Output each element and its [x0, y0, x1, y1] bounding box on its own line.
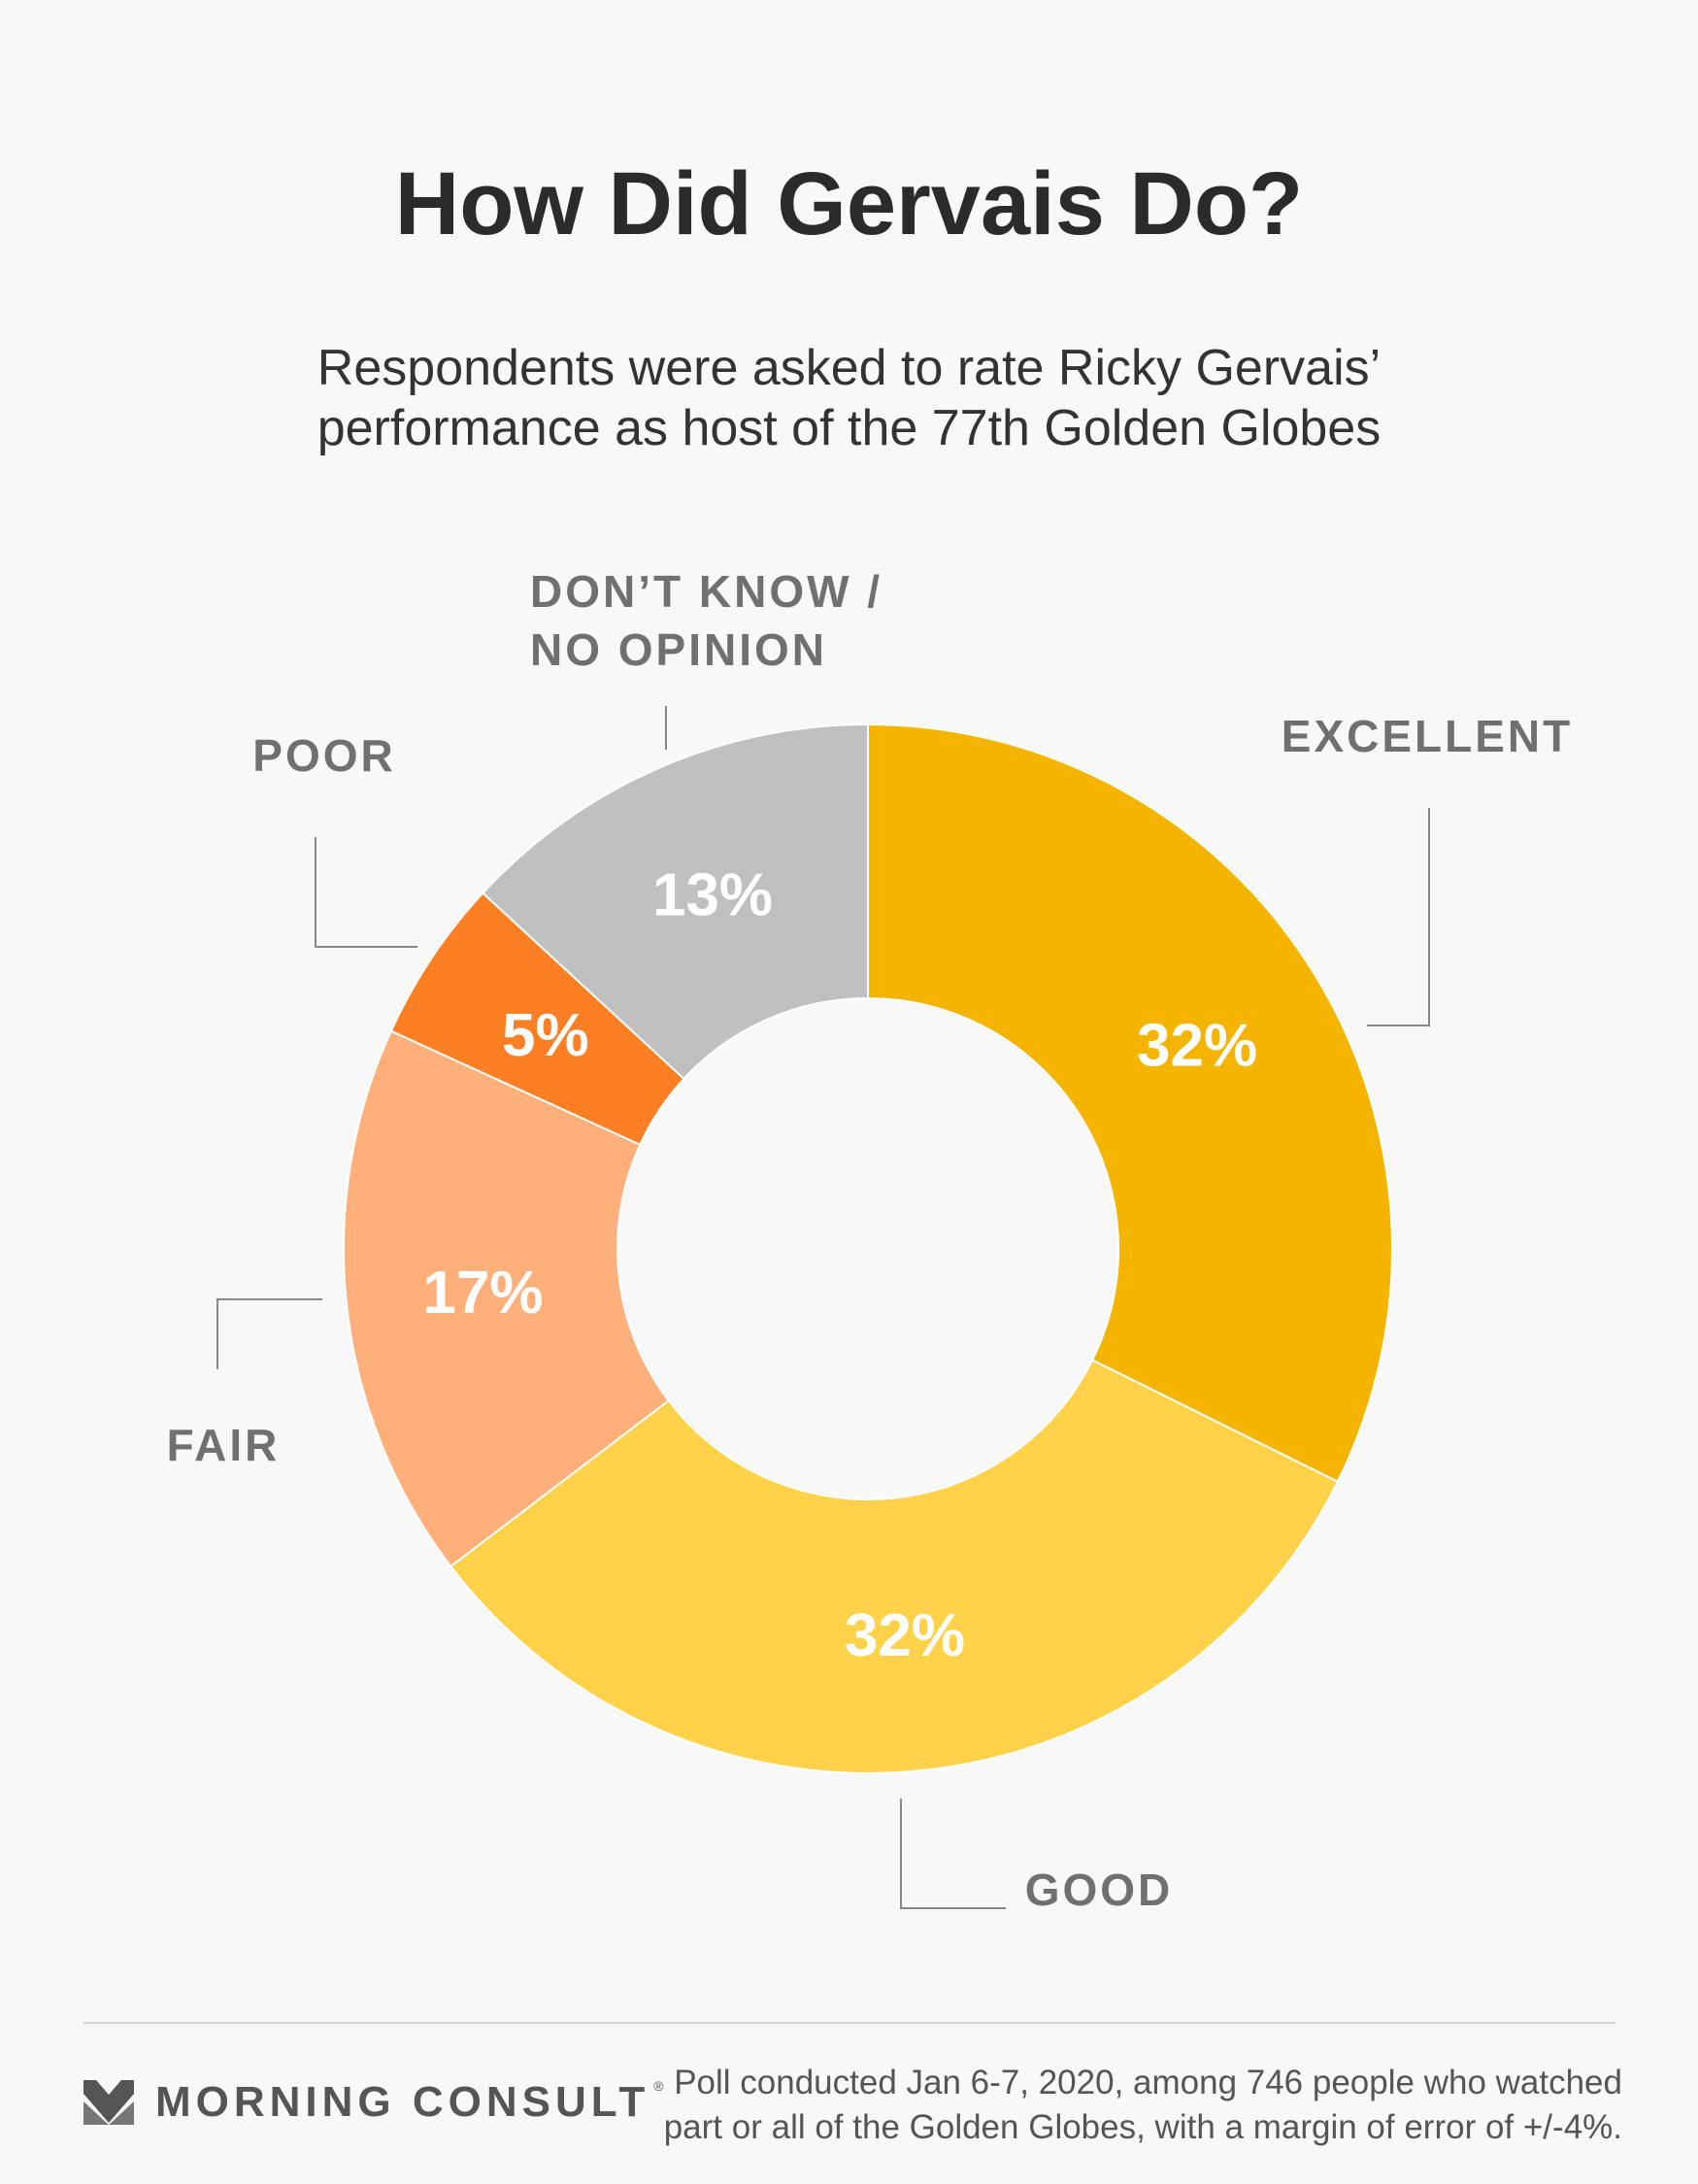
- slice-value-label-2: 17%: [422, 1260, 543, 1327]
- category-label-1: GOOD: [1025, 1865, 1174, 1915]
- brand-lockup: MORNING CONSULT ®: [83, 2078, 664, 2127]
- footnote-line-1: Poll conducted Jan 6-7, 2020, among 746 …: [674, 2064, 1622, 2101]
- slice-4: [481, 722, 869, 1081]
- donut-chart: 32% 32% 17% 5% 13% EXCELLENT GOOD FAIR POOR DON’…: [167, 566, 1573, 1915]
- slice-value-label-1: 32%: [845, 1602, 965, 1669]
- subtitle-line-2: performance as host of the 77th Golden G…: [316, 400, 1382, 456]
- slice-0: [867, 722, 1394, 1484]
- donut-slices: [343, 722, 1394, 1774]
- leader-line-3: [315, 837, 417, 948]
- category-label-0: EXCELLENT: [1282, 711, 1573, 761]
- leader-line-2: [216, 1298, 322, 1369]
- category-label-4-line-1: NO OPINION: [530, 624, 827, 675]
- slice-value-labels: 32% 32% 17% 5% 13%: [422, 861, 1257, 1669]
- slice-1: [449, 1359, 1340, 1774]
- category-label-2: FAIR: [167, 1420, 281, 1470]
- footer-divider: [83, 2022, 1615, 2024]
- chart-subtitle: Respondents were asked to rate Ricky Ger…: [0, 338, 1698, 458]
- subtitle-line-1: Respondents were asked to rate Ricky Ger…: [316, 340, 1382, 396]
- category-label-3: POOR: [252, 730, 395, 781]
- brand-name: MORNING CONSULT: [155, 2078, 650, 2126]
- chart-title: How Did Gervais Do?: [394, 154, 1304, 253]
- slice-2: [343, 1029, 671, 1568]
- morning-consult-logo-icon: [83, 2080, 134, 2125]
- category-label-4-line-0: DON’T KNOW /: [530, 566, 882, 617]
- category-labels: EXCELLENT GOOD FAIR POOR DON’T KNOW / NO OPIN…: [167, 566, 1573, 1915]
- leader-line-1: [900, 1798, 1006, 1909]
- slice-value-label-0: 32%: [1137, 1013, 1257, 1080]
- leader-line-0: [1367, 808, 1430, 1026]
- leader-lines: [216, 706, 1430, 1909]
- slice-value-label-3: 5%: [502, 1002, 589, 1069]
- footnote: Poll conducted Jan 6-7, 2020, among 746 …: [613, 2061, 1622, 2150]
- slice-value-label-4: 13%: [652, 861, 773, 928]
- brand-trademark: ®: [653, 2078, 664, 2094]
- footnote-line-2: part or all of the Golden Globes, with a…: [663, 2108, 1622, 2146]
